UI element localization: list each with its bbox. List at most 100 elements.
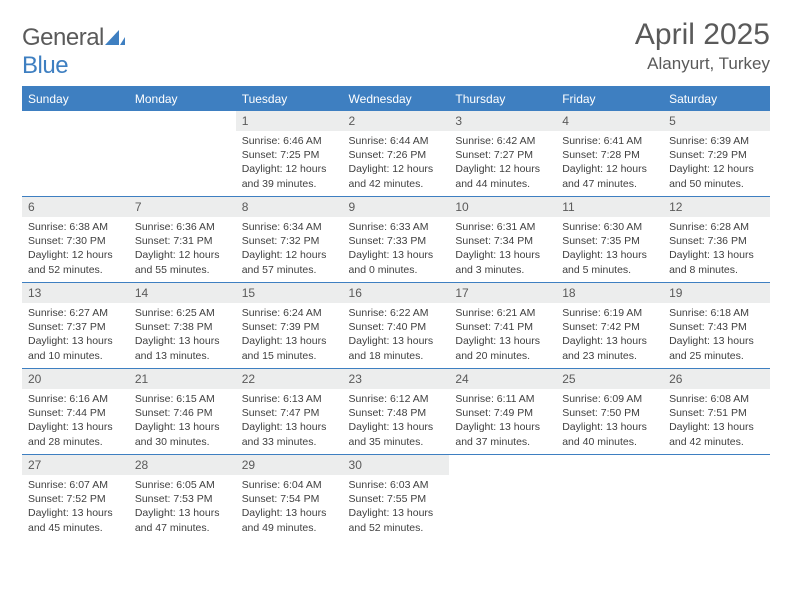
day-details: Sunrise: 6:36 AMSunset: 7:31 PMDaylight:… (129, 217, 236, 281)
day-details: Sunrise: 6:34 AMSunset: 7:32 PMDaylight:… (236, 217, 343, 281)
brand-part2: Blue (22, 52, 68, 79)
day-details: Sunrise: 6:15 AMSunset: 7:46 PMDaylight:… (129, 389, 236, 453)
day-number: 13 (22, 283, 129, 303)
calendar-cell: 29Sunrise: 6:04 AMSunset: 7:54 PMDayligh… (236, 455, 343, 541)
calendar-cell: 18Sunrise: 6:19 AMSunset: 7:42 PMDayligh… (556, 283, 663, 369)
brand-text: GeneralBlue (22, 24, 125, 80)
calendar-cell: 5Sunrise: 6:39 AMSunset: 7:29 PMDaylight… (663, 111, 770, 197)
day-details: Sunrise: 6:04 AMSunset: 7:54 PMDaylight:… (236, 475, 343, 539)
weekday-header: Thursday (449, 87, 556, 111)
day-number: 14 (129, 283, 236, 303)
day-number: 26 (663, 369, 770, 389)
calendar-cell: 28Sunrise: 6:05 AMSunset: 7:53 PMDayligh… (129, 455, 236, 541)
day-details: Sunrise: 6:33 AMSunset: 7:33 PMDaylight:… (343, 217, 450, 281)
header: GeneralBlue April 2025 Alanyurt, Turkey (22, 18, 770, 80)
day-details: Sunrise: 6:13 AMSunset: 7:47 PMDaylight:… (236, 389, 343, 453)
calendar-row: 20Sunrise: 6:16 AMSunset: 7:44 PMDayligh… (22, 369, 770, 455)
calendar-cell: 1Sunrise: 6:46 AMSunset: 7:25 PMDaylight… (236, 111, 343, 197)
day-details: Sunrise: 6:41 AMSunset: 7:28 PMDaylight:… (556, 131, 663, 195)
day-number: 29 (236, 455, 343, 475)
day-details: Sunrise: 6:12 AMSunset: 7:48 PMDaylight:… (343, 389, 450, 453)
sail-icon (105, 24, 125, 51)
day-number: 25 (556, 369, 663, 389)
page-title: April 2025 (635, 18, 770, 52)
calendar-cell: 26Sunrise: 6:08 AMSunset: 7:51 PMDayligh… (663, 369, 770, 455)
calendar-cell: 23Sunrise: 6:12 AMSunset: 7:48 PMDayligh… (343, 369, 450, 455)
calendar-cell: 25Sunrise: 6:09 AMSunset: 7:50 PMDayligh… (556, 369, 663, 455)
calendar-cell (663, 455, 770, 541)
calendar-row: 27Sunrise: 6:07 AMSunset: 7:52 PMDayligh… (22, 455, 770, 541)
day-number: 11 (556, 197, 663, 217)
day-number: 7 (129, 197, 236, 217)
day-number: 2 (343, 111, 450, 131)
weekday-header: Sunday (22, 87, 129, 111)
calendar-cell (556, 455, 663, 541)
calendar-body: 1Sunrise: 6:46 AMSunset: 7:25 PMDaylight… (22, 111, 770, 541)
calendar-cell: 10Sunrise: 6:31 AMSunset: 7:34 PMDayligh… (449, 197, 556, 283)
calendar-cell: 19Sunrise: 6:18 AMSunset: 7:43 PMDayligh… (663, 283, 770, 369)
day-details: Sunrise: 6:08 AMSunset: 7:51 PMDaylight:… (663, 389, 770, 453)
calendar-cell: 17Sunrise: 6:21 AMSunset: 7:41 PMDayligh… (449, 283, 556, 369)
location-label: Alanyurt, Turkey (635, 54, 770, 74)
day-details: Sunrise: 6:30 AMSunset: 7:35 PMDaylight:… (556, 217, 663, 281)
day-details: Sunrise: 6:21 AMSunset: 7:41 PMDaylight:… (449, 303, 556, 367)
weekday-header: Friday (556, 87, 663, 111)
calendar-cell: 7Sunrise: 6:36 AMSunset: 7:31 PMDaylight… (129, 197, 236, 283)
day-number: 23 (343, 369, 450, 389)
day-details: Sunrise: 6:03 AMSunset: 7:55 PMDaylight:… (343, 475, 450, 539)
brand-part1: General (22, 24, 104, 51)
day-number: 28 (129, 455, 236, 475)
calendar-cell: 27Sunrise: 6:07 AMSunset: 7:52 PMDayligh… (22, 455, 129, 541)
day-details: Sunrise: 6:18 AMSunset: 7:43 PMDaylight:… (663, 303, 770, 367)
calendar-cell: 22Sunrise: 6:13 AMSunset: 7:47 PMDayligh… (236, 369, 343, 455)
calendar-table: SundayMondayTuesdayWednesdayThursdayFrid… (22, 86, 770, 541)
calendar-cell: 12Sunrise: 6:28 AMSunset: 7:36 PMDayligh… (663, 197, 770, 283)
day-details: Sunrise: 6:28 AMSunset: 7:36 PMDaylight:… (663, 217, 770, 281)
calendar-cell: 9Sunrise: 6:33 AMSunset: 7:33 PMDaylight… (343, 197, 450, 283)
day-details: Sunrise: 6:11 AMSunset: 7:49 PMDaylight:… (449, 389, 556, 453)
calendar-cell: 8Sunrise: 6:34 AMSunset: 7:32 PMDaylight… (236, 197, 343, 283)
day-details: Sunrise: 6:16 AMSunset: 7:44 PMDaylight:… (22, 389, 129, 453)
day-number: 24 (449, 369, 556, 389)
calendar-cell (449, 455, 556, 541)
day-number: 18 (556, 283, 663, 303)
day-number: 16 (343, 283, 450, 303)
calendar-row: 1Sunrise: 6:46 AMSunset: 7:25 PMDaylight… (22, 111, 770, 197)
day-details: Sunrise: 6:46 AMSunset: 7:25 PMDaylight:… (236, 131, 343, 195)
day-details: Sunrise: 6:44 AMSunset: 7:26 PMDaylight:… (343, 131, 450, 195)
day-number: 27 (22, 455, 129, 475)
calendar-cell: 30Sunrise: 6:03 AMSunset: 7:55 PMDayligh… (343, 455, 450, 541)
title-block: April 2025 Alanyurt, Turkey (635, 18, 770, 74)
calendar-cell (22, 111, 129, 197)
calendar-cell: 2Sunrise: 6:44 AMSunset: 7:26 PMDaylight… (343, 111, 450, 197)
weekday-header: Saturday (663, 87, 770, 111)
day-number: 21 (129, 369, 236, 389)
calendar-cell: 6Sunrise: 6:38 AMSunset: 7:30 PMDaylight… (22, 197, 129, 283)
calendar-row: 6Sunrise: 6:38 AMSunset: 7:30 PMDaylight… (22, 197, 770, 283)
day-details: Sunrise: 6:39 AMSunset: 7:29 PMDaylight:… (663, 131, 770, 195)
weekday-header: Wednesday (343, 87, 450, 111)
weekday-header: Monday (129, 87, 236, 111)
calendar-cell: 3Sunrise: 6:42 AMSunset: 7:27 PMDaylight… (449, 111, 556, 197)
day-number: 10 (449, 197, 556, 217)
day-details: Sunrise: 6:38 AMSunset: 7:30 PMDaylight:… (22, 217, 129, 281)
day-details: Sunrise: 6:42 AMSunset: 7:27 PMDaylight:… (449, 131, 556, 195)
calendar-cell: 20Sunrise: 6:16 AMSunset: 7:44 PMDayligh… (22, 369, 129, 455)
day-details: Sunrise: 6:09 AMSunset: 7:50 PMDaylight:… (556, 389, 663, 453)
calendar-row: 13Sunrise: 6:27 AMSunset: 7:37 PMDayligh… (22, 283, 770, 369)
day-number: 4 (556, 111, 663, 131)
day-number: 12 (663, 197, 770, 217)
calendar-cell: 13Sunrise: 6:27 AMSunset: 7:37 PMDayligh… (22, 283, 129, 369)
day-details: Sunrise: 6:25 AMSunset: 7:38 PMDaylight:… (129, 303, 236, 367)
calendar-cell: 16Sunrise: 6:22 AMSunset: 7:40 PMDayligh… (343, 283, 450, 369)
day-details: Sunrise: 6:27 AMSunset: 7:37 PMDaylight:… (22, 303, 129, 367)
day-details: Sunrise: 6:05 AMSunset: 7:53 PMDaylight:… (129, 475, 236, 539)
day-number: 9 (343, 197, 450, 217)
calendar-cell: 14Sunrise: 6:25 AMSunset: 7:38 PMDayligh… (129, 283, 236, 369)
day-number: 1 (236, 111, 343, 131)
day-number: 19 (663, 283, 770, 303)
day-details: Sunrise: 6:31 AMSunset: 7:34 PMDaylight:… (449, 217, 556, 281)
calendar-cell: 15Sunrise: 6:24 AMSunset: 7:39 PMDayligh… (236, 283, 343, 369)
day-number: 20 (22, 369, 129, 389)
day-number: 3 (449, 111, 556, 131)
